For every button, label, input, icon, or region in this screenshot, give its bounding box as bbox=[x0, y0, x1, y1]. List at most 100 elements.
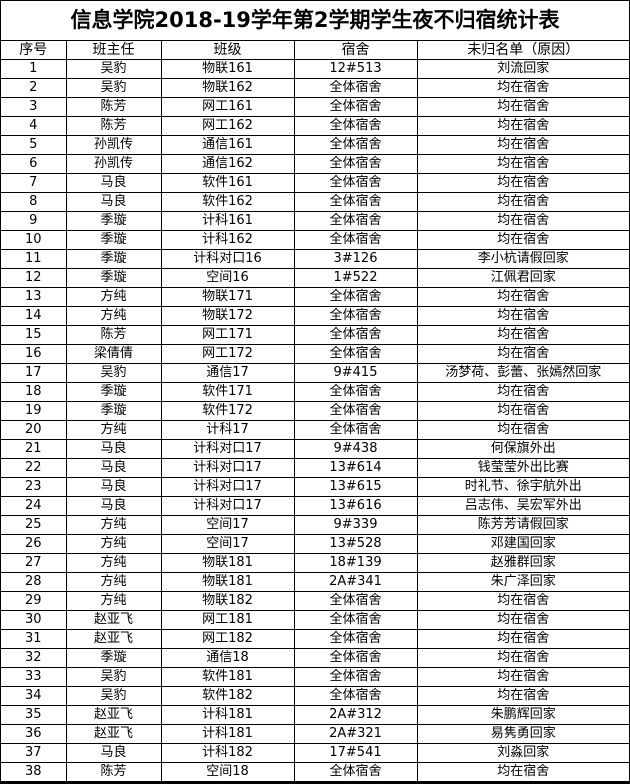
cell-index: 9 bbox=[1, 211, 67, 231]
cell-dorm: 全体宿舍 bbox=[293, 686, 418, 706]
cell-index: 2 bbox=[1, 78, 67, 98]
cell-teacher: 吴豹 bbox=[65, 59, 162, 79]
cell-absent-list: 均在宿舍 bbox=[416, 192, 629, 212]
cell-index: 1 bbox=[1, 59, 67, 79]
cell-absent-list: 易隽勇回家 bbox=[416, 724, 629, 744]
cell-class: 物联181 bbox=[160, 572, 295, 592]
table-row: 25 方纯 空间17 9#339 陈芳芳请假回家 bbox=[1, 515, 629, 535]
cell-index: 25 bbox=[1, 515, 67, 535]
cell-teacher: 方纯 bbox=[65, 306, 162, 326]
cell-index: 17 bbox=[1, 363, 67, 383]
cell-teacher: 季璇 bbox=[65, 230, 162, 250]
cell-absent-list: 汤梦荷、彭蕾、张嫣然回家 bbox=[416, 363, 629, 383]
cell-absent-list: 吕志伟、吴宏军外出 bbox=[416, 496, 629, 516]
table-row: 38 陈芳 空间18 全体宿舍 均在宿舍 bbox=[1, 762, 629, 782]
header-absent-list: 未归名单（原因） bbox=[416, 41, 629, 60]
cell-dorm: 13#614 bbox=[293, 458, 418, 478]
table-row: 30 赵亚飞 网工181 全体宿舍 均在宿舍 bbox=[1, 610, 629, 630]
cell-teacher: 孙凯传 bbox=[65, 135, 162, 155]
table-row: 14 方纯 物联172 全体宿舍 均在宿舍 bbox=[1, 306, 629, 326]
table-row: 10 季璇 计科162 全体宿舍 均在宿舍 bbox=[1, 230, 629, 250]
cell-index: 4 bbox=[1, 116, 67, 136]
cell-teacher: 赵亚飞 bbox=[65, 705, 162, 725]
cell-teacher: 陈芳 bbox=[65, 762, 162, 782]
cell-class: 计科对口17 bbox=[160, 477, 295, 497]
cell-dorm: 13#616 bbox=[293, 496, 418, 516]
cell-index: 15 bbox=[1, 325, 67, 345]
cell-class: 网工181 bbox=[160, 610, 295, 630]
cell-dorm: 全体宿舍 bbox=[293, 325, 418, 345]
cell-class: 物联162 bbox=[160, 78, 295, 98]
cell-class: 网工162 bbox=[160, 116, 295, 136]
cell-dorm: 全体宿舍 bbox=[293, 287, 418, 307]
cell-absent-list: 均在宿舍 bbox=[416, 420, 629, 440]
cell-class: 计科17 bbox=[160, 420, 295, 440]
cell-dorm: 全体宿舍 bbox=[293, 116, 418, 136]
table-row: 21 马良 计科对口17 9#438 何保旗外出 bbox=[1, 439, 629, 459]
cell-teacher: 季璇 bbox=[65, 401, 162, 421]
cell-index: 30 bbox=[1, 610, 67, 630]
table-row: 24 马良 计科对口17 13#616 吕志伟、吴宏军外出 bbox=[1, 496, 629, 516]
cell-index: 14 bbox=[1, 306, 67, 326]
table-row: 13 方纯 物联171 全体宿舍 均在宿舍 bbox=[1, 287, 629, 307]
cell-absent-list: 均在宿舍 bbox=[416, 591, 629, 611]
cell-teacher: 方纯 bbox=[65, 572, 162, 592]
cell-teacher: 马良 bbox=[65, 477, 162, 497]
cell-class: 软件162 bbox=[160, 192, 295, 212]
table-row: 11 季璇 计科对口16 3#126 李小杭请假回家 bbox=[1, 249, 629, 269]
table-row: 4 陈芳 网工162 全体宿舍 均在宿舍 bbox=[1, 116, 629, 136]
cell-teacher: 马良 bbox=[65, 439, 162, 459]
cell-absent-list: 均在宿舍 bbox=[416, 173, 629, 193]
cell-absent-list: 均在宿舍 bbox=[416, 116, 629, 136]
cell-dorm: 1#522 bbox=[293, 268, 418, 288]
cell-index: 31 bbox=[1, 629, 67, 649]
cell-teacher: 马良 bbox=[65, 458, 162, 478]
cell-absent-list: 均在宿舍 bbox=[416, 230, 629, 250]
table-row: 22 马良 计科对口17 13#614 钱莹莹外出比赛 bbox=[1, 458, 629, 478]
cell-absent-list: 均在宿舍 bbox=[416, 306, 629, 326]
cell-class: 物联182 bbox=[160, 591, 295, 611]
cell-index: 13 bbox=[1, 287, 67, 307]
cell-dorm: 全体宿舍 bbox=[293, 135, 418, 155]
cell-teacher: 陈芳 bbox=[65, 116, 162, 136]
cell-teacher: 赵亚飞 bbox=[65, 724, 162, 744]
cell-class: 计科181 bbox=[160, 705, 295, 725]
cell-dorm: 2A#321 bbox=[293, 724, 418, 744]
cell-dorm: 2A#341 bbox=[293, 572, 418, 592]
cell-absent-list: 李小杭请假回家 bbox=[416, 249, 629, 269]
cell-teacher: 赵亚飞 bbox=[65, 610, 162, 630]
cell-teacher: 方纯 bbox=[65, 534, 162, 554]
cell-dorm: 3#126 bbox=[293, 249, 418, 269]
cell-absent-list: 均在宿舍 bbox=[416, 610, 629, 630]
cell-index: 28 bbox=[1, 572, 67, 592]
cell-index: 24 bbox=[1, 496, 67, 516]
cell-absent-list: 均在宿舍 bbox=[416, 97, 629, 117]
cell-index: 5 bbox=[1, 135, 67, 155]
cell-absent-list: 何保旗外出 bbox=[416, 439, 629, 459]
cell-index: 8 bbox=[1, 192, 67, 212]
cell-teacher: 马良 bbox=[65, 192, 162, 212]
cell-class: 计科182 bbox=[160, 743, 295, 763]
cell-index: 12 bbox=[1, 268, 67, 288]
table-row: 33 吴豹 软件181 全体宿舍 均在宿舍 bbox=[1, 667, 629, 687]
header-row: 序号 班主任 班级 宿舍 未归名单（原因） bbox=[1, 41, 629, 60]
cell-dorm: 全体宿舍 bbox=[293, 591, 418, 611]
cell-index: 35 bbox=[1, 705, 67, 725]
cell-dorm: 9#415 bbox=[293, 363, 418, 383]
cell-class: 网工171 bbox=[160, 325, 295, 345]
cell-dorm: 全体宿舍 bbox=[293, 762, 418, 782]
cell-class: 通信162 bbox=[160, 154, 295, 174]
cell-index: 37 bbox=[1, 743, 67, 763]
absence-table: 序号 班主任 班级 宿舍 未归名单（原因） 1 吴豹 物联161 12#513 刘流回家… bbox=[1, 41, 629, 782]
cell-dorm: 全体宿舍 bbox=[293, 344, 418, 364]
cell-absent-list: 均在宿舍 bbox=[416, 401, 629, 421]
cell-index: 18 bbox=[1, 382, 67, 402]
cell-class: 软件172 bbox=[160, 401, 295, 421]
cell-index: 33 bbox=[1, 667, 67, 687]
cell-index: 38 bbox=[1, 762, 67, 782]
cell-index: 20 bbox=[1, 420, 67, 440]
cell-dorm: 2A#312 bbox=[293, 705, 418, 725]
table-row: 15 陈芳 网工171 全体宿舍 均在宿舍 bbox=[1, 325, 629, 345]
cell-dorm: 全体宿舍 bbox=[293, 154, 418, 174]
